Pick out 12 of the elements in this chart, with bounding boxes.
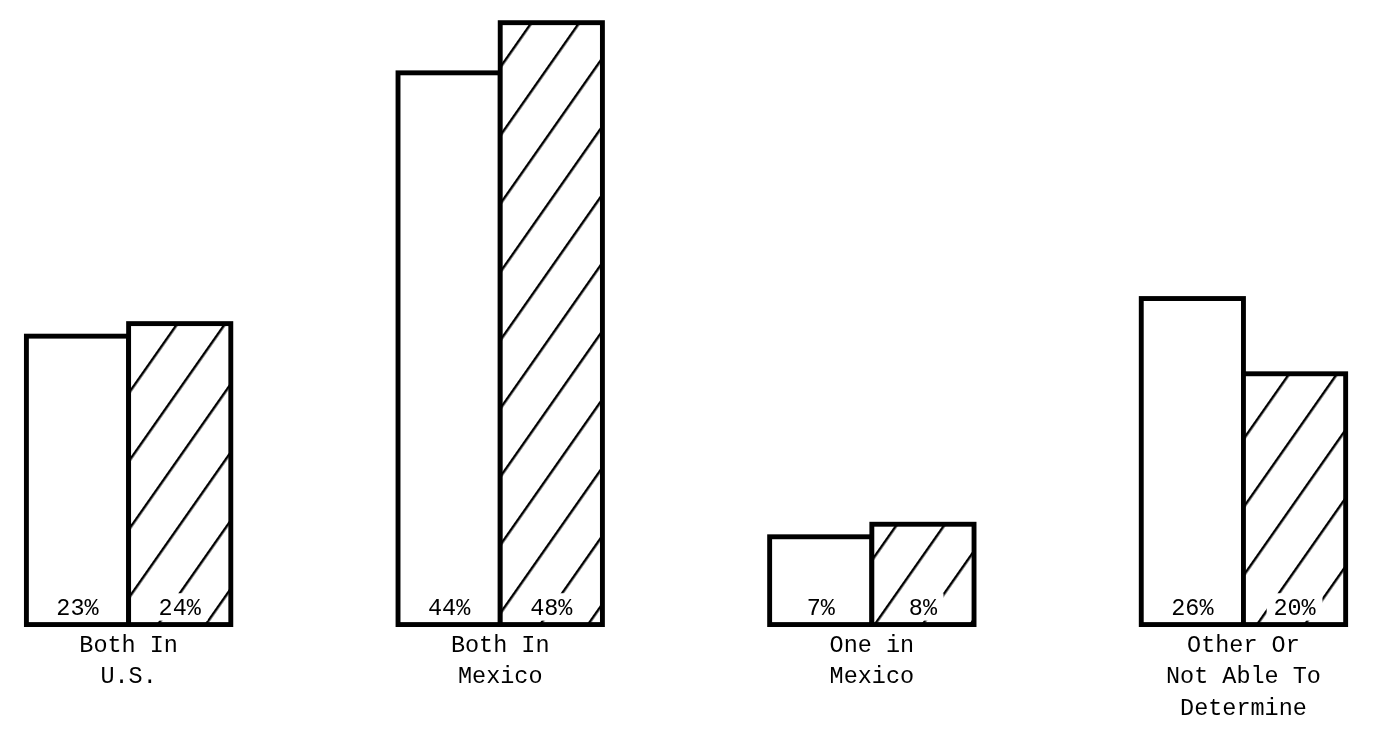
x-tick-label: Both In Mexico <box>450 631 550 691</box>
x-tick-label: Both In U.S. <box>79 631 178 691</box>
x-tick-label: Other Or Not Able To Determine <box>1166 631 1321 722</box>
data-label: 24% <box>158 594 202 622</box>
data-label: 48% <box>530 594 574 622</box>
data-label: 26% <box>1171 594 1215 622</box>
data-label: 20% <box>1273 594 1317 622</box>
data-label: 23% <box>56 594 100 622</box>
data-label: 7% <box>806 594 836 622</box>
x-tick-label: One in Mexico <box>829 631 915 691</box>
data-label: 8% <box>908 594 938 622</box>
data-label: 44% <box>427 594 472 622</box>
